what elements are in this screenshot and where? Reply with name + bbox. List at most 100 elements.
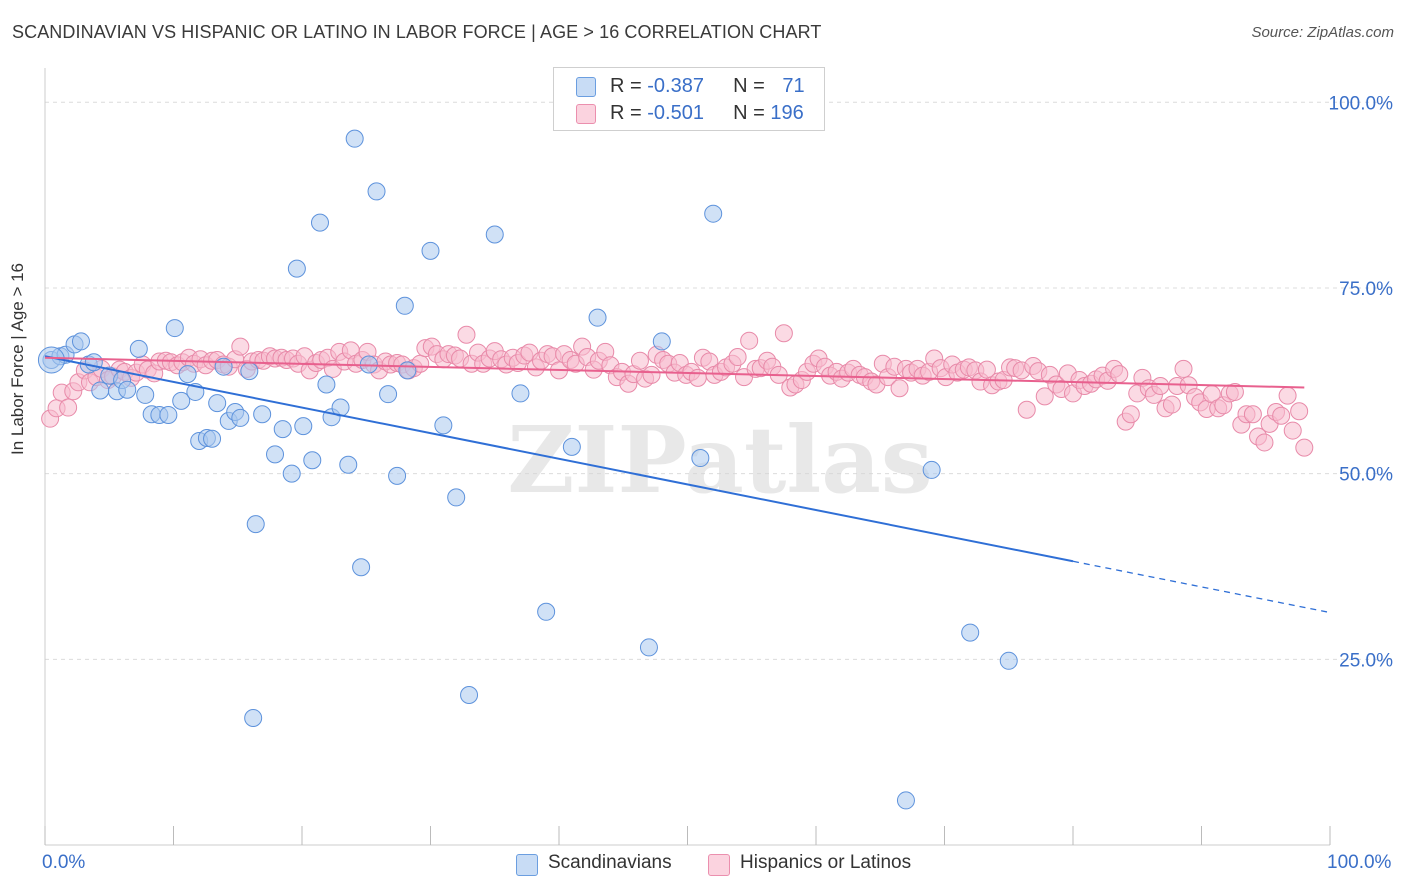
data-point	[460, 685, 479, 704]
data-point	[203, 429, 222, 448]
data-point	[922, 460, 941, 479]
data-point	[652, 332, 671, 351]
data-point	[303, 451, 322, 470]
y-tick-label: 100.0%	[1329, 93, 1394, 114]
data-point	[317, 375, 336, 394]
series-scandinavians	[42, 129, 1018, 810]
data-point	[447, 488, 466, 507]
n-label: N =	[733, 102, 771, 124]
data-point	[485, 225, 504, 244]
data-point	[1017, 400, 1036, 419]
data-point	[1278, 386, 1297, 405]
r-value: -0.501	[647, 102, 704, 124]
data-point	[1272, 406, 1291, 425]
data-point	[740, 331, 759, 350]
data-point	[282, 464, 301, 483]
axes	[44, 68, 1331, 846]
data-point	[367, 182, 386, 201]
data-point	[345, 129, 364, 148]
data-point	[129, 339, 148, 358]
trend-line-hispanics	[44, 356, 1305, 389]
data-point	[961, 623, 980, 642]
data-point	[395, 296, 414, 315]
data-point	[1162, 395, 1181, 414]
n-value: 71	[782, 75, 805, 97]
data-point	[1243, 405, 1262, 424]
data-point	[352, 558, 371, 577]
scatter-points	[37, 129, 1314, 810]
data-point	[273, 420, 292, 439]
data-point	[688, 368, 707, 387]
data-point	[639, 638, 658, 657]
data-point	[642, 365, 661, 384]
n-value: 196	[770, 102, 804, 124]
scandinavians-swatch	[576, 77, 596, 97]
legend-label: Hispanics or Latinos	[740, 852, 912, 873]
data-point	[421, 241, 440, 260]
data-point	[457, 325, 476, 344]
data-point	[178, 365, 197, 384]
data-point	[165, 319, 184, 338]
stats-legend: R = -0.387 N = 71 R = -0.501 N = 196	[553, 67, 825, 131]
data-point	[253, 405, 272, 424]
data-point	[208, 394, 227, 413]
y-axis-label: In Labor Force | Age > 16	[8, 262, 27, 455]
data-point	[172, 391, 191, 410]
data-point	[691, 449, 710, 468]
data-point	[71, 332, 90, 351]
watermark: ZIPatlas	[507, 406, 932, 514]
data-point	[246, 515, 265, 534]
data-point	[287, 259, 306, 278]
r-label: R =	[610, 75, 648, 97]
r-label: R =	[610, 102, 648, 124]
data-point	[136, 385, 155, 404]
data-point	[118, 380, 137, 399]
data-point	[1290, 402, 1309, 421]
data-point	[214, 357, 233, 376]
y-tick-label: 50.0%	[1339, 465, 1393, 486]
data-point	[294, 417, 313, 436]
data-point	[537, 602, 556, 621]
data-point	[240, 362, 259, 381]
trend-lines	[44, 355, 1331, 614]
data-point	[434, 416, 453, 435]
y-tick-label: 75.0%	[1339, 279, 1393, 300]
data-point	[1283, 421, 1302, 440]
data-point	[588, 308, 607, 327]
data-point	[511, 384, 530, 403]
data-point	[1110, 365, 1129, 384]
trend-extension-scandinavians	[1072, 560, 1331, 614]
scandinavians-legend-swatch	[516, 854, 538, 876]
x-tick-max: 100.0%	[1327, 852, 1392, 873]
data-point	[159, 405, 178, 424]
hispanics-legend-swatch	[708, 854, 730, 876]
data-point	[1295, 438, 1314, 457]
data-point	[310, 213, 329, 232]
source-label: Source: ZipAtlas.com	[1251, 24, 1394, 41]
data-point	[1035, 387, 1054, 406]
data-point	[1225, 382, 1244, 401]
data-point	[339, 455, 358, 474]
trend-line-scandinavians	[44, 355, 1074, 563]
data-point	[1174, 359, 1193, 378]
data-point	[388, 466, 407, 485]
x-tick-min: 0.0%	[42, 852, 86, 873]
data-point	[1255, 433, 1274, 452]
data-point	[379, 385, 398, 404]
chart-title: SCANDINAVIAN VS HISPANIC OR LATINO IN LA…	[12, 22, 822, 42]
data-point	[1151, 377, 1170, 395]
data-point	[704, 204, 723, 223]
n-label: N =	[733, 75, 771, 97]
data-point	[562, 437, 581, 456]
data-point	[774, 324, 793, 343]
data-point	[266, 445, 285, 464]
data-point	[231, 408, 250, 427]
data-point	[890, 379, 909, 398]
legend-label: Scandinavians	[548, 852, 672, 873]
data-point	[630, 351, 649, 370]
data-point	[59, 398, 78, 417]
data-point	[999, 651, 1018, 670]
data-point	[728, 348, 747, 367]
data-point	[896, 791, 915, 810]
data-point	[398, 361, 417, 380]
